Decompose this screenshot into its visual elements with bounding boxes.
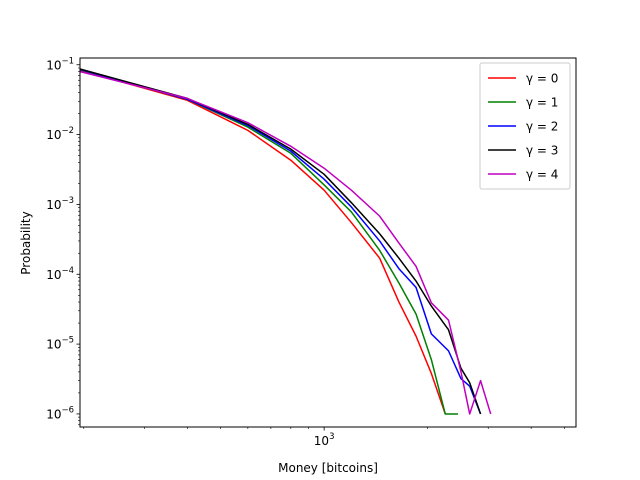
legend: γ = 0 γ = 1 γ = 2 γ = 3 γ = 4 bbox=[479, 62, 571, 190]
y-tick-label: 10−2 bbox=[46, 126, 74, 142]
series-line-0 bbox=[80, 69, 446, 415]
legend-label: γ = 4 bbox=[526, 168, 558, 182]
y-axis-label: Probability bbox=[19, 211, 33, 274]
legend-label: γ = 0 bbox=[526, 72, 558, 86]
y-tick-label: 10−5 bbox=[46, 336, 74, 352]
y-tick-label: 10−6 bbox=[46, 405, 74, 421]
x-tick-label: 103 bbox=[314, 432, 335, 448]
legend-label: γ = 3 bbox=[526, 144, 558, 158]
legend-label: γ = 1 bbox=[526, 96, 558, 110]
y-tick-label: 10−4 bbox=[46, 266, 74, 282]
series-line-4 bbox=[80, 70, 492, 415]
y-tick-label: 10−3 bbox=[46, 196, 74, 212]
legend-box bbox=[479, 62, 571, 190]
plot-frame bbox=[79, 57, 577, 428]
series-layer bbox=[80, 68, 492, 415]
series-line-2 bbox=[80, 68, 482, 415]
y-tick-label: 10−1 bbox=[46, 56, 74, 72]
series-line-1 bbox=[80, 68, 458, 415]
x-axis-label: Money [bitcoins] bbox=[278, 461, 378, 475]
ticks-layer: 103 10−6 10−5 10−4 10−3 10−2 10−1 bbox=[46, 56, 565, 448]
legend-label: γ = 2 bbox=[526, 120, 558, 134]
